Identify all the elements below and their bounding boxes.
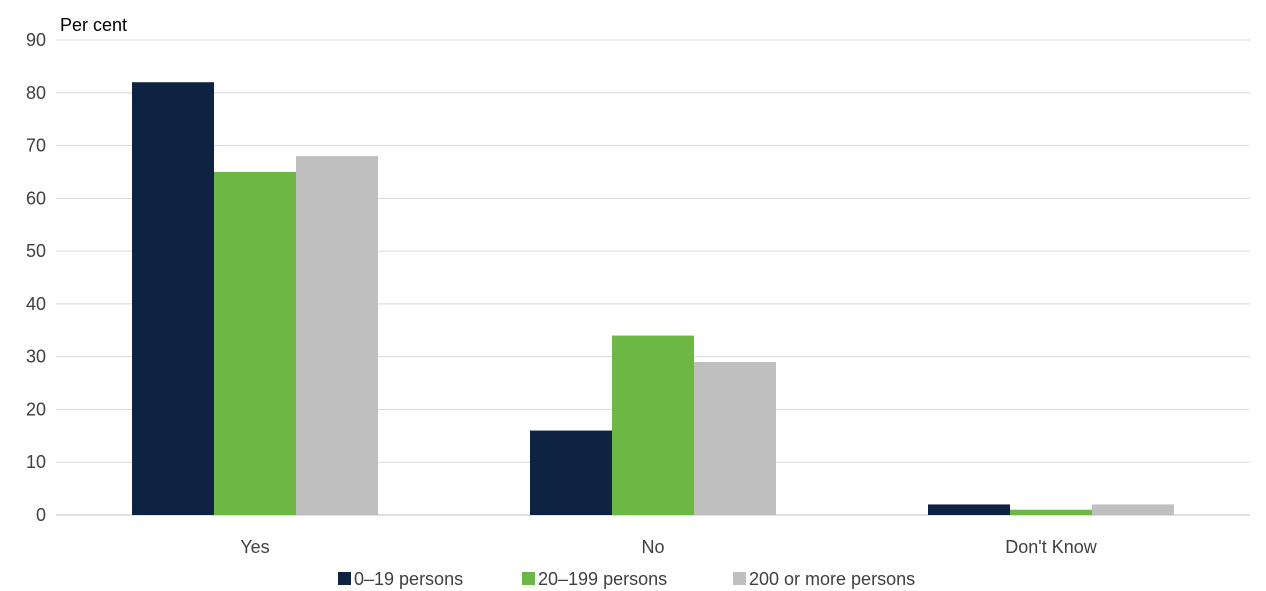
x-tick-label: Yes [240, 537, 269, 557]
legend-swatch [338, 572, 351, 585]
y-tick-label: 50 [26, 241, 46, 261]
legend-label: 20–199 persons [538, 569, 667, 589]
y-tick-label: 20 [26, 399, 46, 419]
y-tick-label: 70 [26, 136, 46, 156]
bar [694, 361, 776, 515]
y-axis-tick-labels: 0 10 20 30 40 50 60 70 80 90 [26, 30, 46, 525]
bars [132, 82, 1174, 515]
legend-label: 0–19 persons [354, 569, 463, 589]
y-tick-label: 80 [26, 83, 46, 103]
y-tick-label: 0 [36, 505, 46, 525]
bar [1010, 509, 1092, 515]
legend-swatch [733, 572, 746, 585]
bar [214, 171, 296, 515]
x-tick-label: No [641, 537, 664, 557]
legend-swatch [522, 572, 535, 585]
bar [1092, 504, 1174, 515]
y-unit-label: Per cent [60, 15, 127, 35]
legend-label: 200 or more persons [749, 569, 915, 589]
bar [296, 156, 378, 515]
y-tick-label: 90 [26, 30, 46, 50]
legend: 0–19 persons 20–199 persons 200 or more pe… [338, 569, 915, 589]
y-tick-label: 40 [26, 294, 46, 314]
bar [928, 504, 1010, 515]
y-tick-label: 10 [26, 452, 46, 472]
y-tick-label: 60 [26, 188, 46, 208]
bar [530, 430, 612, 515]
bar [612, 335, 694, 515]
x-axis-tick-labels: Yes No Don't Know [240, 537, 1097, 557]
y-tick-label: 30 [26, 347, 46, 367]
bar [132, 82, 214, 515]
x-tick-label: Don't Know [1005, 537, 1097, 557]
